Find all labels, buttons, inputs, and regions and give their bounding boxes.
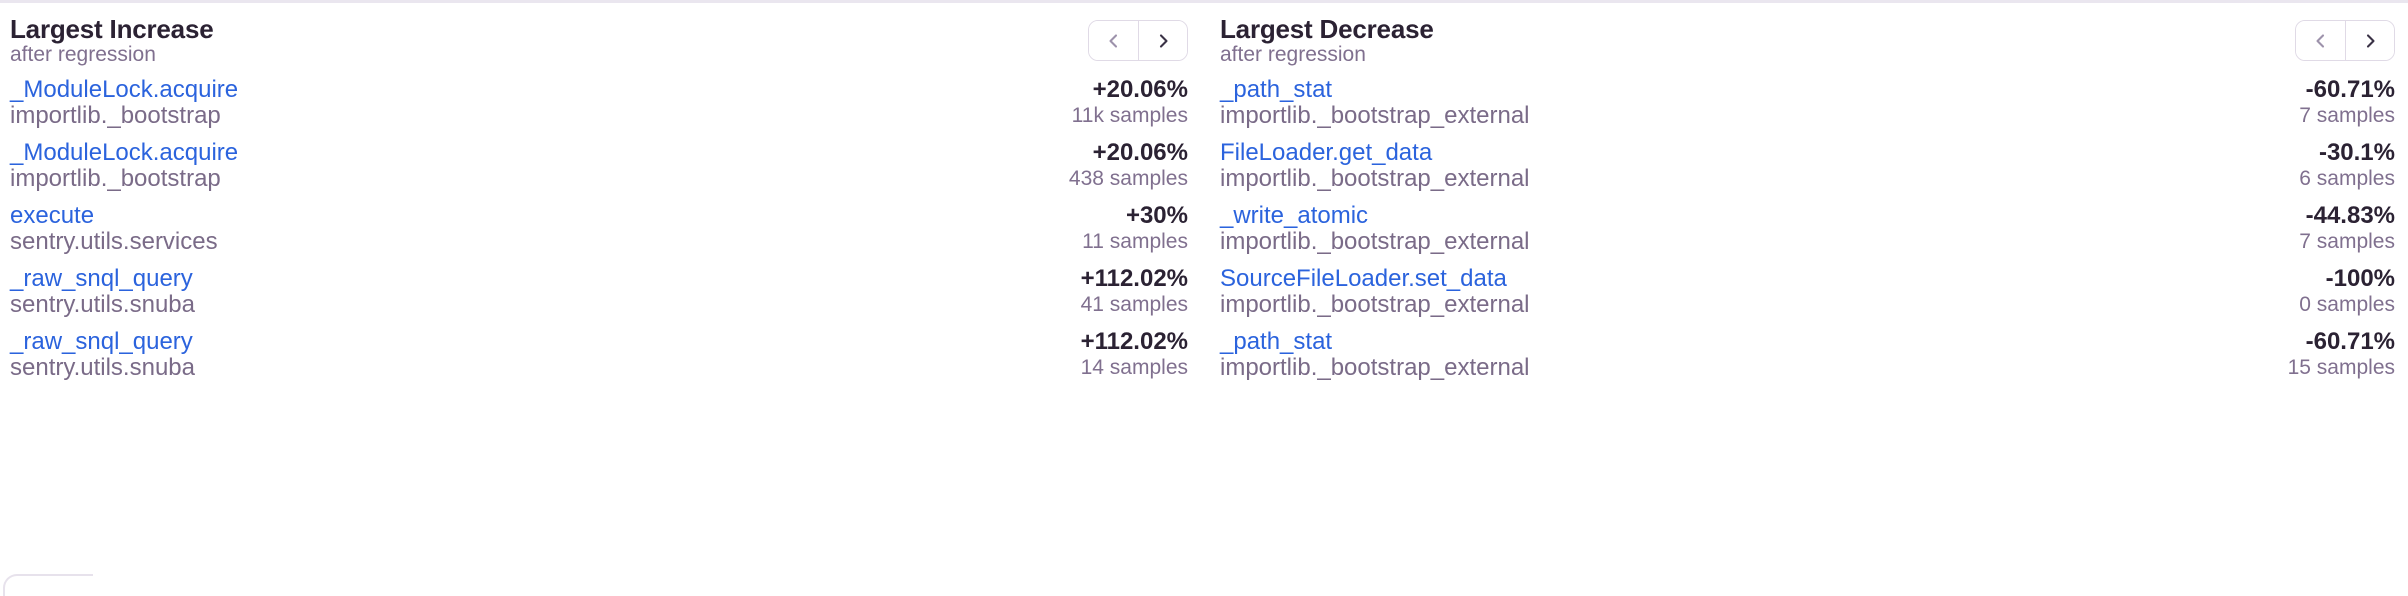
panel-subtitle: after regression bbox=[1220, 43, 1366, 66]
sample-count: 11 samples bbox=[1082, 230, 1188, 253]
function-info: _path_stat importlib._bootstrap_external bbox=[1220, 329, 1530, 381]
function-info: _ModuleLock.acquire importlib._bootstrap bbox=[10, 77, 238, 129]
function-link[interactable]: _raw_snql_query bbox=[10, 328, 193, 355]
panel-title: Largest Increase bbox=[10, 14, 214, 44]
module-label: sentry.utils.snuba bbox=[10, 291, 195, 318]
change-percent: -100% bbox=[2325, 265, 2395, 292]
change-percent: +112.02% bbox=[1080, 328, 1188, 355]
panel-heading-block: Largest Decrease after regression bbox=[1220, 15, 1434, 67]
module-label: importlib._bootstrap_external bbox=[1220, 228, 1530, 255]
change-info: +20.06% 438 samples bbox=[1049, 140, 1188, 192]
function-row: _write_atomic importlib._bootstrap_exter… bbox=[1220, 203, 2395, 255]
panel-title: Largest Decrease bbox=[1220, 14, 1434, 44]
module-label: importlib._bootstrap_external bbox=[1220, 291, 1530, 318]
function-row: _ModuleLock.acquire importlib._bootstrap… bbox=[10, 77, 1188, 129]
module-label: sentry.utils.snuba bbox=[10, 354, 195, 381]
change-info: +112.02% 14 samples bbox=[1061, 329, 1188, 381]
regression-panels: Largest Increase after regression _Modul… bbox=[0, 3, 2408, 392]
change-percent: +112.02% bbox=[1080, 265, 1188, 292]
next-page-button[interactable] bbox=[2345, 21, 2394, 60]
sample-count: 7 samples bbox=[2299, 230, 2395, 253]
panel-header: Largest Decrease after regression bbox=[1220, 15, 2395, 67]
function-row: execute sentry.utils.services +30% 11 sa… bbox=[10, 203, 1188, 255]
chevron-left-icon bbox=[2315, 33, 2324, 48]
function-info: FileLoader.get_data importlib._bootstrap… bbox=[1220, 140, 1530, 192]
function-link[interactable]: _path_stat bbox=[1220, 328, 1333, 355]
change-info: -60.71% 7 samples bbox=[2279, 77, 2395, 129]
function-info: execute sentry.utils.services bbox=[10, 203, 218, 255]
module-label: sentry.utils.services bbox=[10, 228, 218, 255]
function-link[interactable]: _ModuleLock.acquire bbox=[10, 76, 239, 103]
change-percent: -60.71% bbox=[2305, 76, 2395, 103]
function-link[interactable]: SourceFileLoader.set_data bbox=[1220, 265, 1507, 292]
function-row: _path_stat importlib._bootstrap_external… bbox=[1220, 77, 2395, 129]
panel-largest-decrease: Largest Decrease after regression _path_… bbox=[1204, 3, 2408, 392]
function-list: _path_stat importlib._bootstrap_external… bbox=[1220, 77, 2395, 381]
next-card-top-corner bbox=[3, 574, 93, 596]
panel-header: Largest Increase after regression bbox=[10, 15, 1188, 67]
function-info: _raw_snql_query sentry.utils.snuba bbox=[10, 266, 195, 318]
function-row: _raw_snql_query sentry.utils.snuba +112.… bbox=[10, 266, 1188, 318]
pagination bbox=[2295, 20, 2395, 61]
function-info: _path_stat importlib._bootstrap_external bbox=[1220, 77, 1530, 129]
chevron-left-icon bbox=[1108, 33, 1117, 48]
prev-page-button[interactable] bbox=[1089, 21, 1138, 60]
change-info: +20.06% 11k samples bbox=[1052, 77, 1188, 129]
change-percent: +30% bbox=[1125, 202, 1188, 229]
sample-count: 11k samples bbox=[1071, 104, 1188, 127]
function-link[interactable]: _raw_snql_query bbox=[10, 265, 193, 292]
sample-count: 7 samples bbox=[2299, 104, 2395, 127]
function-row: _path_stat importlib._bootstrap_external… bbox=[1220, 329, 2395, 381]
function-link[interactable]: _write_atomic bbox=[1220, 202, 1369, 229]
chevron-right-icon bbox=[1159, 33, 1168, 48]
change-info: -60.71% 15 samples bbox=[2268, 329, 2395, 381]
function-link[interactable]: _path_stat bbox=[1220, 76, 1333, 103]
sample-count: 41 samples bbox=[1080, 293, 1188, 316]
module-label: importlib._bootstrap bbox=[10, 102, 221, 129]
panel-subtitle: after regression bbox=[10, 43, 156, 66]
module-label: importlib._bootstrap_external bbox=[1220, 102, 1530, 129]
change-info: -44.83% 7 samples bbox=[2279, 203, 2395, 255]
function-info: _write_atomic importlib._bootstrap_exter… bbox=[1220, 203, 1530, 255]
module-label: importlib._bootstrap_external bbox=[1220, 354, 1530, 381]
function-row: _raw_snql_query sentry.utils.snuba +112.… bbox=[10, 329, 1188, 381]
module-label: importlib._bootstrap bbox=[10, 165, 221, 192]
sample-count: 15 samples bbox=[2287, 356, 2395, 379]
function-row: _ModuleLock.acquire importlib._bootstrap… bbox=[10, 140, 1188, 192]
sample-count: 438 samples bbox=[1068, 167, 1188, 190]
sample-count: 14 samples bbox=[1080, 356, 1188, 379]
change-info: -30.1% 6 samples bbox=[2279, 140, 2395, 192]
function-info: _ModuleLock.acquire importlib._bootstrap bbox=[10, 140, 238, 192]
function-info: SourceFileLoader.set_data importlib._boo… bbox=[1220, 266, 1530, 318]
sample-count: 6 samples bbox=[2299, 167, 2395, 190]
panel-heading-block: Largest Increase after regression bbox=[10, 14, 214, 67]
panel-largest-increase: Largest Increase after regression _Modul… bbox=[0, 3, 1204, 392]
change-percent: +20.06% bbox=[1092, 139, 1188, 166]
function-link[interactable]: FileLoader.get_data bbox=[1220, 139, 1433, 166]
function-link[interactable]: execute bbox=[10, 202, 95, 229]
function-row: FileLoader.get_data importlib._bootstrap… bbox=[1220, 140, 2395, 192]
chevron-right-icon bbox=[2366, 33, 2375, 48]
pagination bbox=[1088, 20, 1188, 61]
function-link[interactable]: _ModuleLock.acquire bbox=[10, 139, 239, 166]
change-percent: -44.83% bbox=[2305, 202, 2395, 229]
function-row: SourceFileLoader.set_data importlib._boo… bbox=[1220, 266, 2395, 318]
next-page-button[interactable] bbox=[1138, 21, 1187, 60]
change-percent: -30.1% bbox=[2318, 139, 2395, 166]
function-info: _raw_snql_query sentry.utils.snuba bbox=[10, 329, 195, 381]
change-percent: -60.71% bbox=[2305, 328, 2395, 355]
change-percent: +20.06% bbox=[1092, 76, 1188, 103]
change-info: -100% 0 samples bbox=[2279, 266, 2395, 318]
sample-count: 0 samples bbox=[2299, 293, 2395, 316]
function-list: _ModuleLock.acquire importlib._bootstrap… bbox=[10, 77, 1188, 381]
change-info: +30% 11 samples bbox=[1062, 203, 1188, 255]
module-label: importlib._bootstrap_external bbox=[1220, 165, 1530, 192]
prev-page-button[interactable] bbox=[2296, 21, 2345, 60]
change-info: +112.02% 41 samples bbox=[1061, 266, 1188, 318]
